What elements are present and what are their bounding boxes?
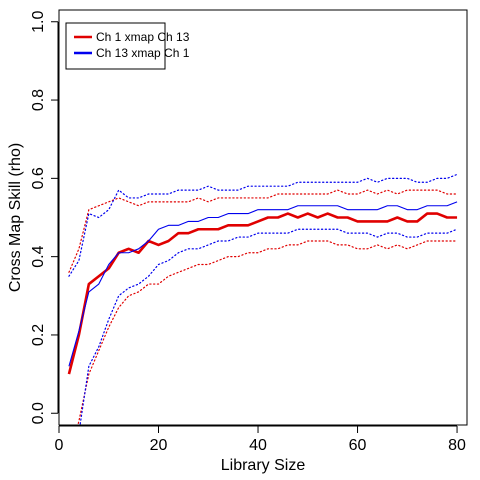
series-1-lower-bound-line — [77, 240, 458, 425]
series-lines — [67, 201, 458, 375]
y-tick-label: 0.6 — [30, 167, 47, 189]
series-1-upper-bound-line — [68, 189, 458, 273]
axes: 0 20 40 60 80 0.0 0.2 0.4 0.6 0.8 1.0 — [30, 11, 466, 454]
series-1-line — [67, 212, 458, 375]
legend-label: Ch 13 xmap Ch 1 — [96, 46, 190, 60]
series-2-line — [68, 201, 458, 367]
x-tick-label: 0 — [55, 437, 64, 454]
series-2-upper-bound-line — [68, 173, 458, 277]
legend-label: Ch 1 xmap Ch 13 — [96, 30, 190, 44]
confidence-band-lines — [68, 173, 458, 425]
y-tick-label: 0.2 — [30, 324, 47, 346]
legend: Ch 1 xmap Ch 13 Ch 13 xmap Ch 1 — [65, 22, 190, 70]
legend-box — [65, 22, 166, 70]
x-tick-label: 60 — [349, 437, 367, 454]
y-tick-label: 0.4 — [30, 245, 47, 267]
series-2-lower-bound-line — [79, 228, 458, 425]
x-tick-label: 40 — [249, 437, 267, 454]
y-axis-title: Cross Map Skill (rho) — [7, 143, 24, 292]
x-tick-label: 20 — [150, 437, 168, 454]
y-tick-label: 0.8 — [30, 89, 47, 111]
x-axis-title: Library Size — [221, 457, 306, 474]
plot-frame — [58, 9, 468, 426]
y-tick-label: 0.0 — [30, 402, 47, 424]
x-tick-label: 80 — [448, 437, 466, 454]
y-tick-label: 1.0 — [30, 11, 47, 33]
